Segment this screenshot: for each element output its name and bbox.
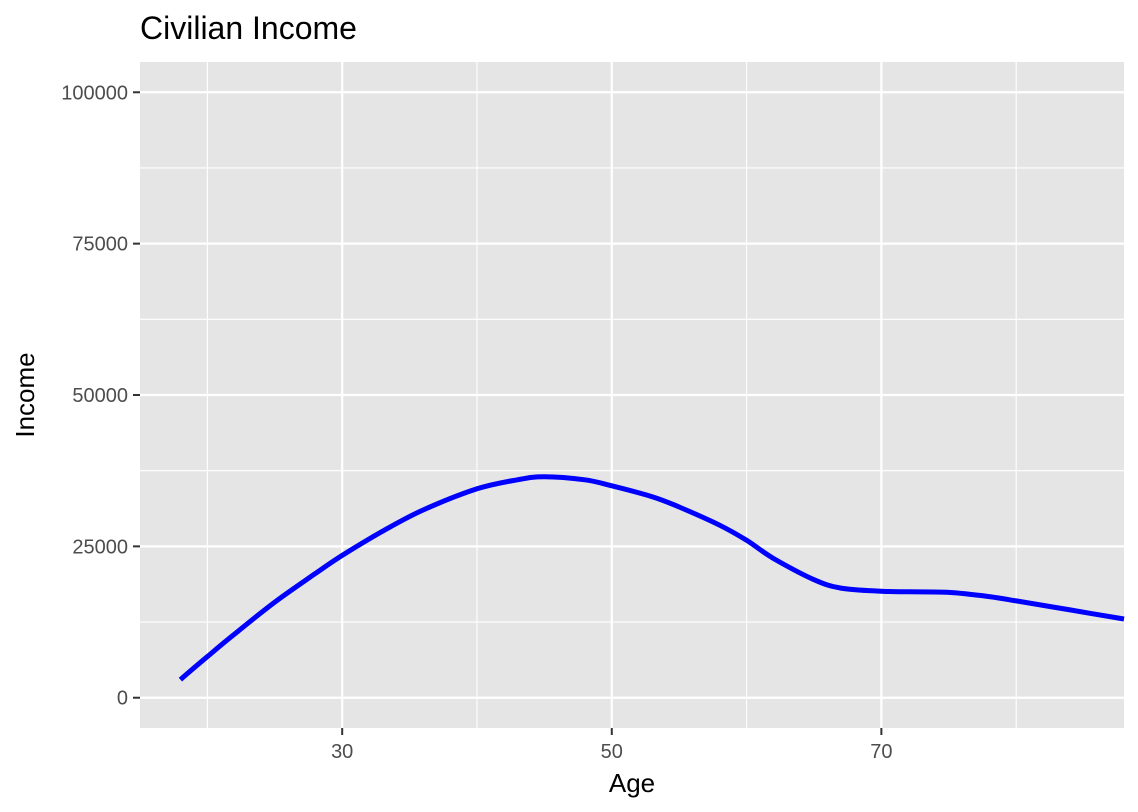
x-tick-label: 50 xyxy=(601,741,623,763)
series-layer xyxy=(178,474,1125,682)
y-tick-label: 50000 xyxy=(72,385,128,407)
y-tick-label: 100000 xyxy=(61,82,128,104)
y-tick-label: 0 xyxy=(117,688,128,710)
series-line xyxy=(178,474,1125,682)
x-axis: 30 50 70 xyxy=(331,728,892,763)
y-axis: 0 25000 50000 75000 100000 xyxy=(61,82,140,710)
chart-title: Civilian Income xyxy=(140,10,357,46)
y-axis-title: Income xyxy=(10,352,40,437)
y-tick-label: 75000 xyxy=(72,234,128,256)
y-tick-label: 25000 xyxy=(72,536,128,558)
x-tick-label: 70 xyxy=(870,741,892,763)
x-tick-label: 30 xyxy=(331,741,353,763)
x-axis-title: Age xyxy=(609,768,655,798)
grid-major xyxy=(140,62,1124,728)
